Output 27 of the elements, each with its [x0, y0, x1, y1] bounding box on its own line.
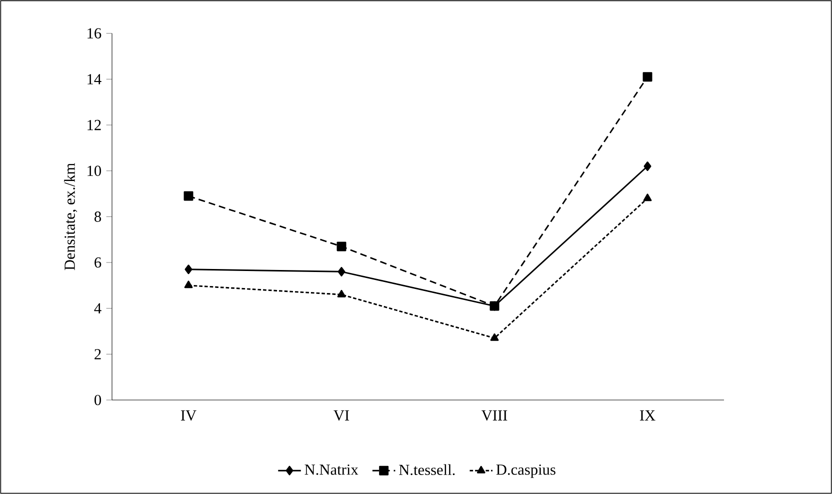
legend-label: N.Natrix: [304, 464, 358, 475]
y-tick-label: 4: [94, 303, 102, 314]
y-tick-label: 6: [94, 257, 102, 268]
point: [642, 72, 652, 82]
y-tick-label: 16: [88, 28, 102, 38]
point: [336, 242, 346, 252]
y-tick-label: 0: [94, 394, 102, 406]
y-tick-label: 8: [94, 212, 102, 222]
x-tick-label: IV: [180, 410, 196, 421]
x-tick-label: VI: [334, 410, 350, 421]
point: [337, 290, 346, 298]
point: [644, 162, 652, 171]
x-tick-label: VIII: [481, 410, 508, 421]
x-tick-label: IX: [640, 410, 656, 420]
point: [338, 266, 346, 276]
point: [184, 264, 192, 274]
y-tick-label: 14: [88, 74, 102, 84]
point: [490, 333, 499, 341]
legend-label: D.caspius: [496, 464, 556, 478]
point: [643, 194, 652, 202]
y-tick-label: 2: [94, 349, 101, 360]
legend-label: N.tessell.: [399, 464, 455, 476]
point: [184, 280, 193, 288]
y-tick-label: 12: [88, 120, 101, 130]
y-tick-label: 10: [88, 166, 102, 176]
y-axis-title: Densitate, ex./km: [64, 163, 78, 270]
point: [184, 191, 194, 201]
